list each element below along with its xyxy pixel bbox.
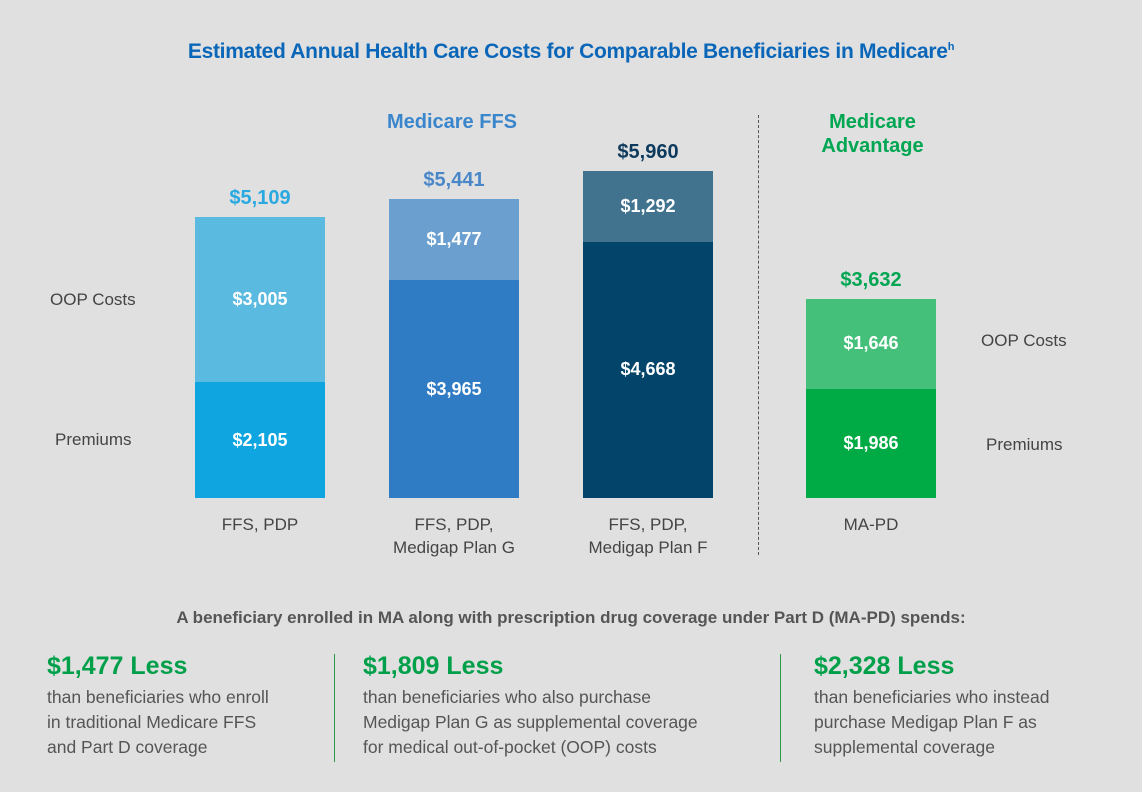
category-label: FFS, PDP, Medigap Plan G: [393, 515, 515, 557]
bar-segment-premiums: $3,965: [389, 280, 519, 498]
bar-total-label: $5,960: [617, 140, 679, 163]
summary-item: $1,477 Less than beneficiaries who enrol…: [47, 652, 269, 760]
right-label-premiums: Premiums: [986, 435, 1063, 454]
chart-title: Estimated Annual Health Care Costs for C…: [187, 40, 955, 63]
summary-item: $2,328 Less than beneficiaries who inste…: [814, 652, 1049, 760]
summary-divider: [334, 654, 335, 762]
group-label-ffs: Medicare FFS: [386, 111, 518, 133]
summary-heading: A beneficiary enrolled in MA along with …: [176, 608, 966, 627]
group-divider: [758, 115, 759, 555]
left-label-premiums: Premiums: [55, 430, 132, 449]
bar-segment-oop: $1,292: [583, 170, 713, 242]
right-label-oop: OOP Costs: [981, 331, 1067, 350]
bar-segment-premiums: $2,105: [195, 382, 325, 498]
summary-item: $1,809 Less than beneficiaries who also …: [363, 652, 698, 760]
bar-segment-premiums: $4,668: [583, 241, 713, 498]
summary-text: than beneficiaries who instead purchase M…: [814, 687, 1050, 757]
category-label: FFS, PDP: [221, 515, 299, 534]
bar-segment-oop: $1,477: [389, 199, 519, 281]
bar-total-label: $5,109: [229, 187, 291, 210]
category-label: MA-PD: [843, 515, 899, 534]
category-label: FFS, PDP, Medigap Plan F: [588, 515, 708, 557]
summary-text: than beneficiaries who also purchase Medi…: [363, 687, 698, 757]
bar-total-label: $3,632: [840, 268, 902, 291]
summary-divider: [780, 654, 781, 762]
summary-amount: $1,809 Less: [363, 652, 504, 680]
left-label-oop: OOP Costs: [50, 290, 136, 309]
bar-segment-oop: $1,646: [806, 298, 936, 389]
group-label-ma: Medicare Advantage: [821, 111, 924, 157]
summary-text: than beneficiaries who enroll in traditio…: [47, 687, 269, 757]
bar-segment-premiums: $1,986: [806, 388, 936, 498]
bar-segment-oop: $3,005: [195, 217, 325, 383]
summary-amount: $2,328 Less: [814, 652, 955, 680]
summary-amount: $1,477 Less: [47, 652, 188, 680]
bar-total-label: $5,441: [423, 169, 485, 192]
